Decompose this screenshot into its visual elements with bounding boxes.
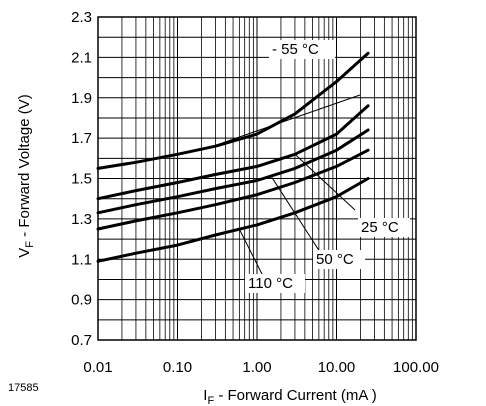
series-curves [96, 51, 370, 263]
plot-frame [97, 16, 417, 341]
series-line [96, 148, 370, 231]
annotation-label-bg [245, 274, 305, 293]
y-axis-title: VF - Forward Voltage (V) [16, 94, 36, 257]
y-tick-label: 1.1 [71, 251, 92, 268]
annotation-label: 110 °C [248, 275, 293, 292]
annotation-labels: - 55 °C 25 °C 50 °C 110 °C [245, 40, 410, 293]
series-line [96, 177, 370, 263]
annotation-leaders [208, 94, 361, 281]
series-line [96, 51, 370, 170]
annotation-label: - 55 °C [272, 41, 319, 58]
x-tick-label: 0.10 [163, 359, 192, 376]
y-tick-label: 1.9 [71, 90, 92, 107]
x-tick-label: 10.00 [318, 359, 356, 376]
annotation-label: 50 °C [316, 251, 354, 268]
annotation-leader [208, 94, 361, 149]
annotation-label-bg [358, 218, 410, 237]
annotation-label-bg [269, 40, 335, 59]
y-tick-label: 0.7 [71, 332, 92, 349]
y-tick-labels: 0.7 0.9 1.1 1.3 1.5 1.7 1.9 2.1 2.3 [71, 9, 92, 349]
y-tick-label: 1.7 [71, 130, 92, 147]
y-tick-label: 0.9 [71, 292, 92, 309]
y-tick-label: 1.5 [71, 171, 92, 188]
y-tick-label: 2.3 [71, 9, 92, 26]
x-tick-label: 100.00 [393, 359, 439, 376]
series-line [96, 128, 370, 215]
annotation-label-bg [313, 250, 365, 269]
annotation-leader [238, 228, 266, 281]
y-tick-label: 2.1 [71, 49, 92, 66]
annotation-leader [294, 153, 356, 211]
annotation-leader [270, 175, 321, 253]
x-axis-title: IF - Forward Current (mA ) [203, 387, 376, 406]
x-tick-labels: 0.01 0.10 1.00 10.00 100.00 [83, 359, 439, 376]
annotation-label: 25 °C [361, 219, 399, 236]
series-line [96, 104, 370, 201]
x-tick-label: 1.00 [242, 359, 271, 376]
y-tick-label: 1.3 [71, 211, 92, 228]
figure-id: 17585 [8, 382, 39, 394]
x-tick-label: 0.01 [83, 359, 112, 376]
